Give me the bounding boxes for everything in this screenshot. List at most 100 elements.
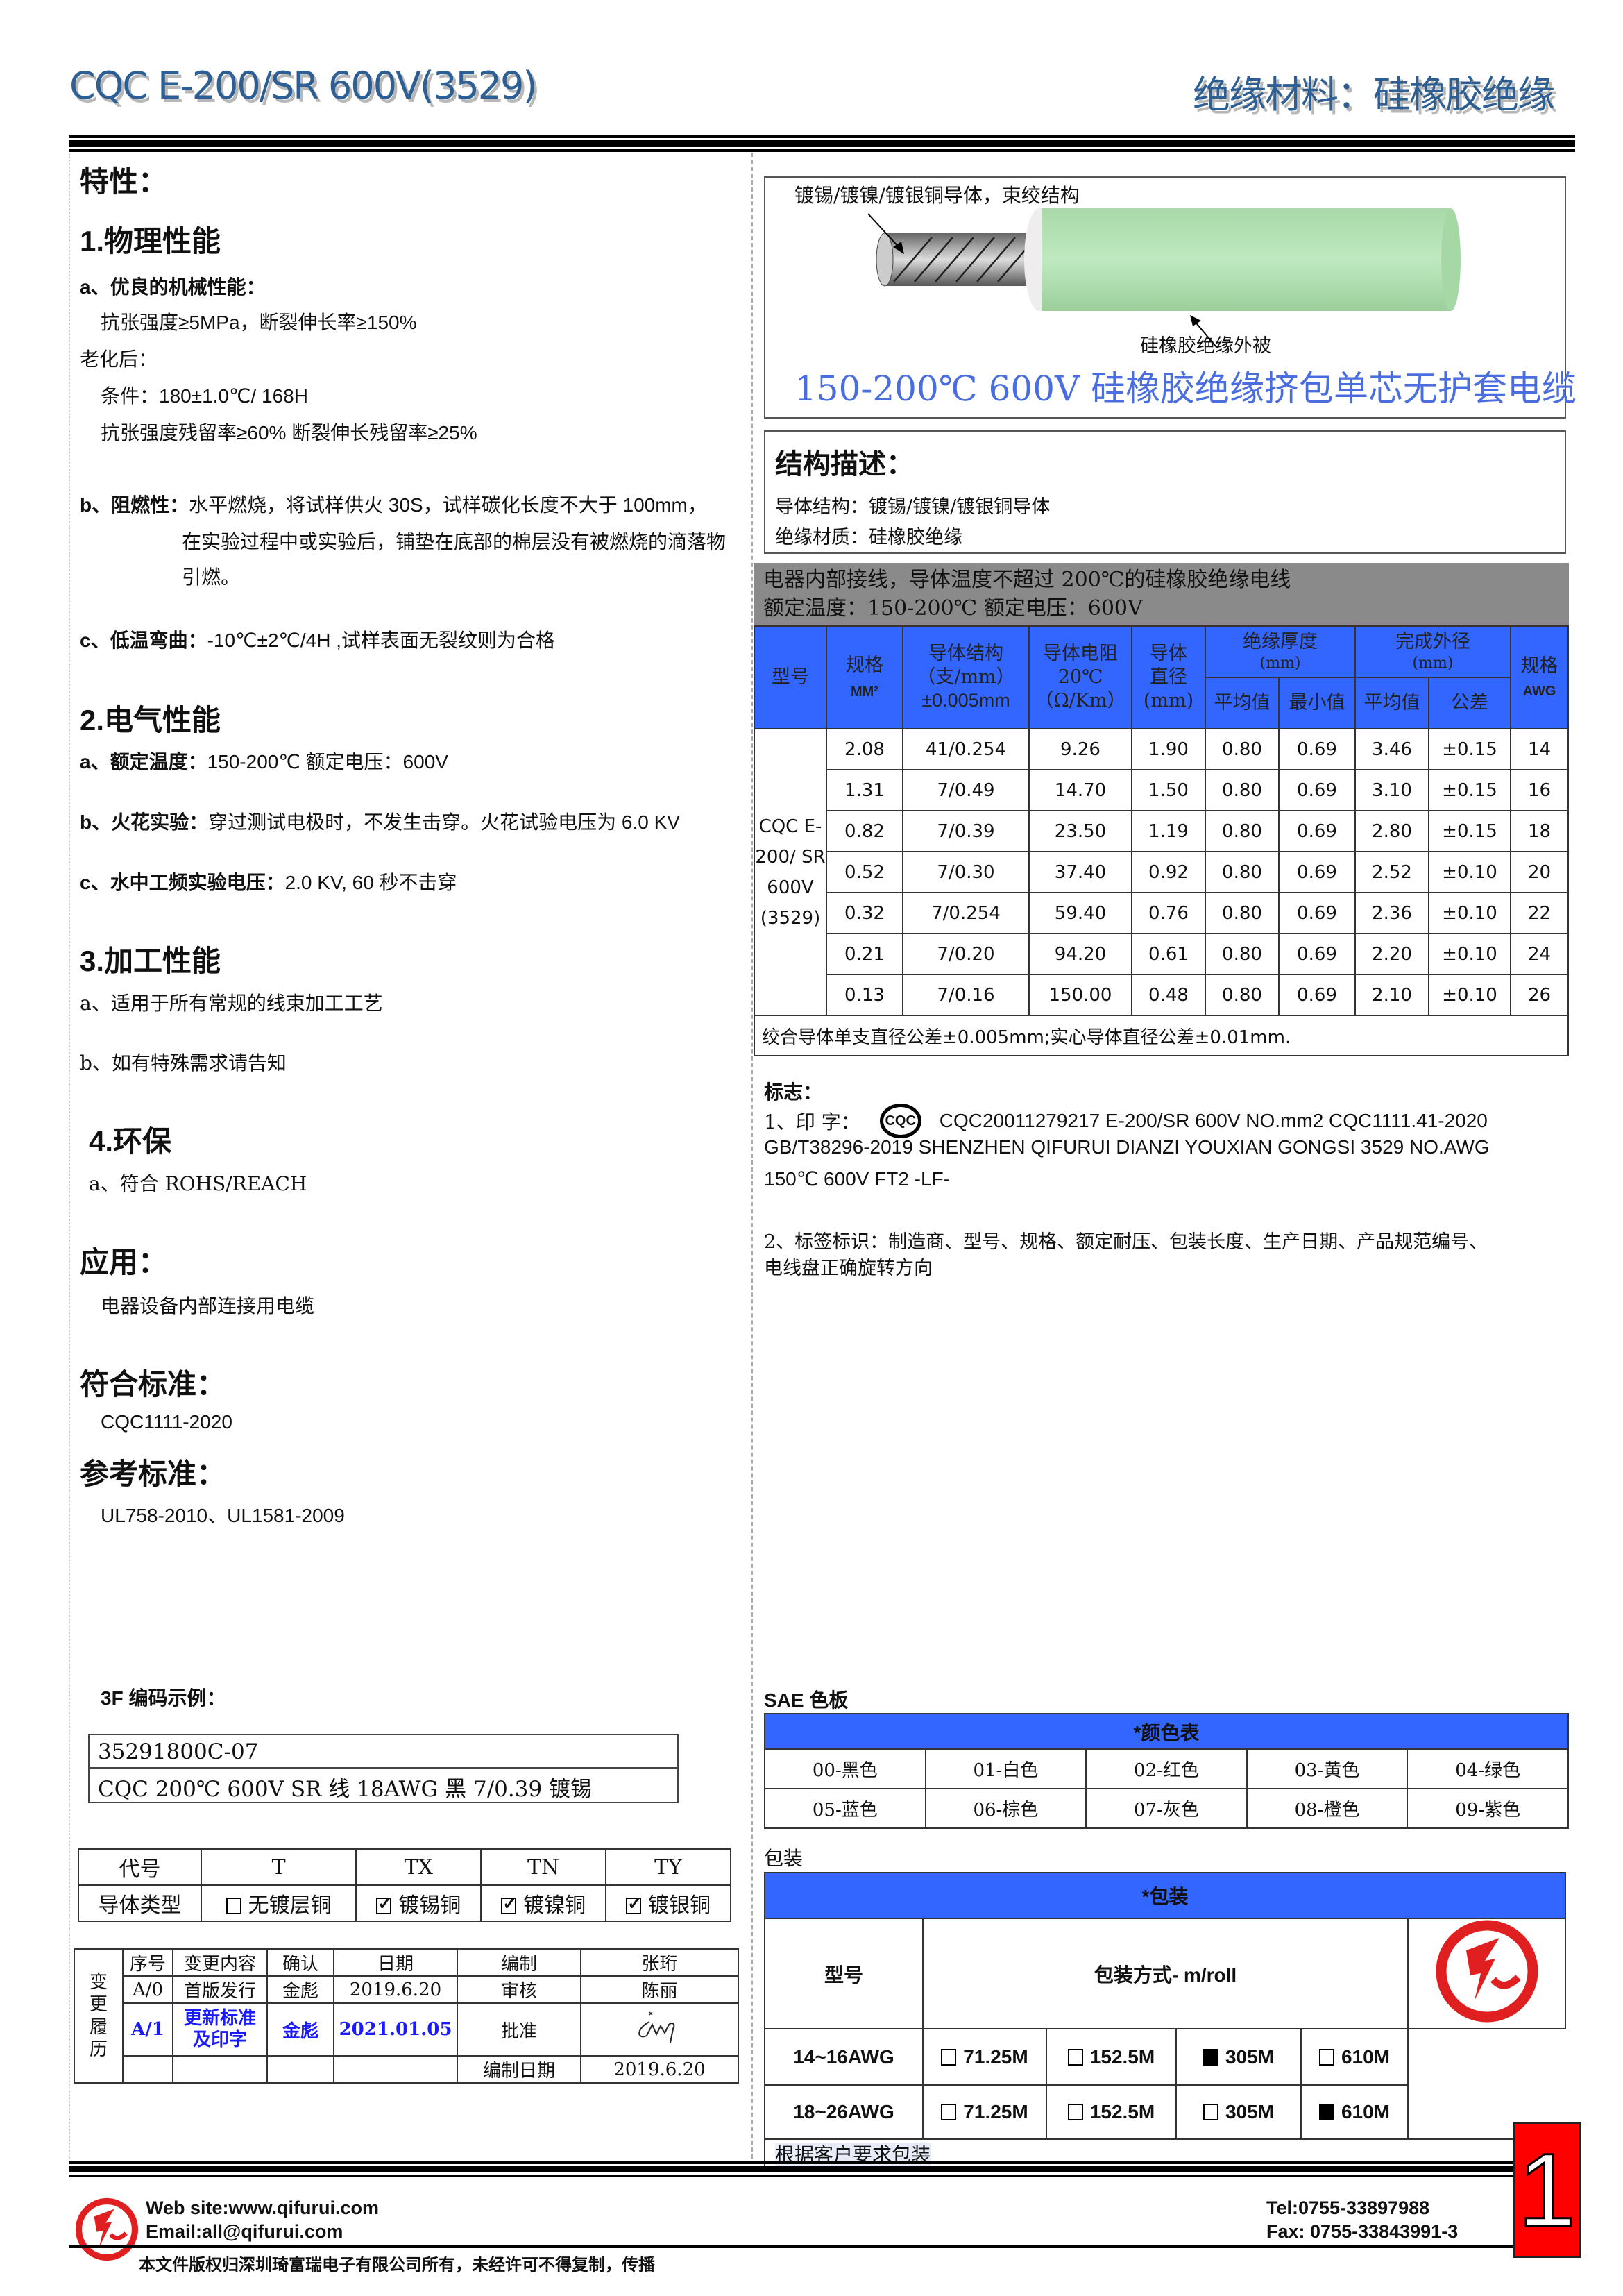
spec-cell: 0.21 [826, 933, 903, 975]
spec-cell: 18 [1510, 810, 1569, 852]
structure-conductor: 导体结构：镀锡/镀镍/镀银铜导体 [775, 496, 1051, 518]
spec-cell: ±0.10 [1428, 892, 1511, 934]
code-ty: TY [605, 1848, 731, 1886]
color-code-cell: 07-灰色 [1085, 1788, 1248, 1829]
packaging-option[interactable]: 610M [1300, 2028, 1409, 2086]
packaging-option[interactable]: 152.5M [1046, 2028, 1177, 2086]
spec-cell: 0.69 [1278, 728, 1356, 770]
col-awg: 规格 AWG [1510, 625, 1569, 729]
header-rule [69, 135, 1575, 138]
code-header: 代号 [78, 1848, 202, 1886]
col-structure: 导体结构 （支/mm） ±0.005mm [902, 625, 1030, 729]
packaging-option[interactable]: 610M [1300, 2084, 1409, 2140]
packaging-option[interactable]: 305M [1175, 2028, 1302, 2086]
checkbox-filled-icon [1203, 2048, 1218, 2066]
spec-cell: 7/0.30 [902, 851, 1030, 893]
color-code-cell: 08-橙色 [1246, 1788, 1409, 1829]
checkbox-empty-icon [1203, 2104, 1218, 2120]
col-resistance-unit: （Ω/Km） [1035, 689, 1126, 711]
rev-head-no: 序号 [122, 1948, 173, 1977]
standard-text: CQC1111-2020 [101, 1411, 232, 1433]
code-tn: TN [480, 1848, 607, 1886]
spec-cell: 2.52 [1354, 851, 1429, 893]
spec-cell: 0.80 [1205, 851, 1280, 893]
footer-email[interactable]: Email:all@qifurui.com [146, 2221, 343, 2242]
electrical-heading: 2.电气性能 [80, 704, 221, 736]
col-model: 型号 [754, 625, 827, 729]
spark-test-value: 穿过测试电极时，不发生击穿。火花试验电压为 6.0 KV [208, 811, 680, 833]
packaging-option[interactable]: 71.25M [922, 2084, 1047, 2140]
packaging-option[interactable]: 71.25M [922, 2028, 1047, 2086]
revision-side-label: 变更履历 [74, 1948, 124, 2084]
checkbox-empty-icon [1067, 2048, 1083, 2066]
rev-no: A/0 [122, 1975, 173, 2004]
spec-cell: 2.20 [1354, 933, 1429, 975]
company-logo-icon [1436, 1920, 1538, 2023]
packaging-length: 305M [1225, 2045, 1275, 2068]
column-divider [751, 153, 753, 2159]
checkbox-filled-icon [1318, 2104, 1334, 2120]
rev-reviewer: 陈丽 [580, 1975, 739, 2004]
col-size: 规格 MM² [826, 625, 903, 729]
spec-cell: ±0.15 [1428, 769, 1511, 811]
flame-line1: 水平燃烧，将试样供火 30S，试样碳化长度不大于 100mm， [189, 494, 707, 516]
col-structure-label: 导体结构 [928, 643, 1003, 665]
rev-confirm: 金彪 [266, 2002, 334, 2057]
flame-text: b、阻燃性：水平燃烧，将试样供火 30S，试样碳化长度不大于 100mm， [80, 490, 707, 518]
packaging-option[interactable]: 305M [1175, 2084, 1302, 2140]
packaging-option[interactable]: 152.5M [1046, 2084, 1177, 2140]
type-tinned-copper: 镀锡铜 [355, 1884, 482, 1922]
pack-col-method: 包装方式- m/roll [922, 1918, 1409, 2029]
col-insulation-label: 绝缘厚度 [1243, 631, 1318, 653]
footer-rule [69, 2175, 1513, 2177]
spec-row: 0.52 7/0.30 37.40 0.92 0.80 0.69 2.52 ±0.10 20 [754, 851, 1569, 893]
checkbox-checked-icon [376, 1893, 393, 1914]
spec-row: 0.32 7/0.254 59.40 0.76 0.80 0.69 2.36 ±0.10 22 [754, 892, 1569, 934]
spec-cell: 0.80 [1205, 728, 1280, 770]
spark-test-text: b、火花实验：穿过测试电极时，不发生击穿。火花试验电压为 6.0 KV [80, 807, 680, 835]
page-edge [69, 153, 70, 2159]
col-resistance: 导体电阻 20℃ （Ω/Km） [1028, 625, 1132, 729]
packaging-model: 14~16AWG [764, 2028, 924, 2086]
company-logo [1407, 1918, 1566, 2029]
spec-cell: 150.00 [1028, 974, 1132, 1016]
spec-cell: 0.80 [1205, 810, 1280, 852]
col-resistance-label: 导体电阻 [1043, 643, 1118, 665]
standard-heading: 符合标准： [80, 1367, 226, 1401]
footer-tel: Tel:0755-33897988 [1266, 2197, 1430, 2218]
color-table-title: *颜色表 [764, 1713, 1569, 1750]
conductor-callout: 镀锡/镀镍/镀银铜导体，束绞结构 [794, 184, 1080, 207]
spec-cell: 2.36 [1354, 892, 1429, 934]
rated-temp-value: 150-200℃ 额定电压：600V [207, 751, 448, 773]
spec-cell: ±0.10 [1428, 974, 1511, 1016]
col-od-avg: 平均值 [1354, 677, 1429, 729]
cold-bend-label: c、低温弯曲： [80, 630, 207, 651]
spec-cell: 24 [1510, 933, 1569, 975]
spec-cell: 2.08 [826, 728, 903, 770]
spec-cell: 0.92 [1131, 851, 1206, 893]
col-ins-avg: 平均值 [1205, 677, 1280, 729]
col-od-tol: 公差 [1428, 677, 1511, 729]
application-heading: 应用： [80, 1245, 168, 1279]
color-code-cell: 06-棕色 [924, 1788, 1087, 1829]
packaging-row: 14~16AWG 71.25M 152.5M 305M 610M [764, 2028, 1565, 2086]
print-line1: CQC20011279217 E-200/SR 600V NO.mm2 CQC1… [939, 1110, 1488, 1131]
color-code-cell: 09-紫色 [1407, 1788, 1569, 1829]
spec-cell: 1.90 [1131, 728, 1206, 770]
label-line2: 电线盘正确旋转方向 [764, 1258, 933, 1279]
code-example-code: 35291800C-07 [90, 1735, 677, 1769]
water-test-text: c、水中工频实验电压：2.0 KV, 60 秒不击穿 [80, 868, 457, 895]
footer-logo-icon [75, 2197, 139, 2261]
col-structure-unit: （支/mm） [917, 666, 1015, 689]
spec-row: 0.21 7/0.20 94.20 0.61 0.80 0.69 2.20 ±0.10 24 [754, 933, 1569, 975]
color-code-cell: 05-蓝色 [764, 1788, 926, 1829]
processing-b: b、如有特殊需求请告知 [80, 1052, 287, 1074]
packaging-length: 152.5M [1089, 2101, 1155, 2122]
spec-cell: 59.40 [1028, 892, 1132, 934]
spec-cell: 0.13 [826, 974, 903, 1016]
spec-cell: 0.80 [1205, 933, 1280, 975]
flame-line3: 引燃。 [182, 566, 241, 588]
aging-condition: 条件：180±1.0℃/ 168H [101, 385, 308, 407]
color-code-cell: 03-黄色 [1246, 1748, 1409, 1789]
footer-website[interactable]: Web site:www.qifurui.com [146, 2197, 380, 2218]
